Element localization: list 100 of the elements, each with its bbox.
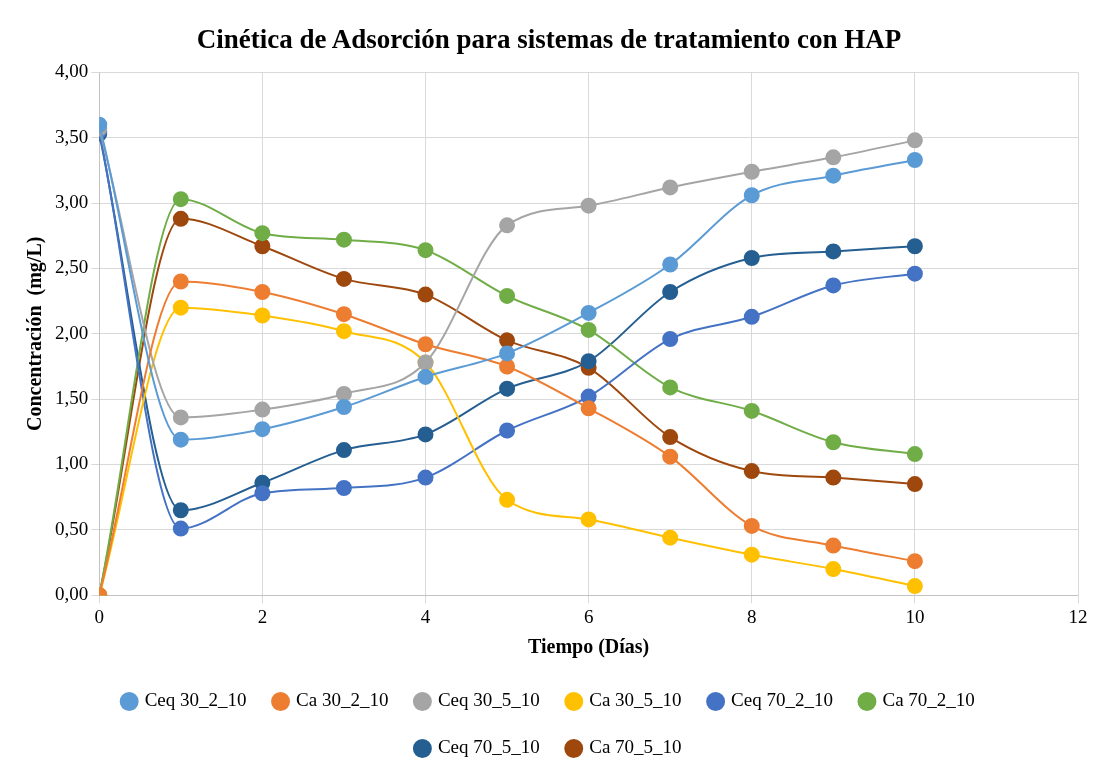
point <box>662 179 679 196</box>
point <box>417 368 434 385</box>
point <box>743 308 760 325</box>
point <box>662 429 679 446</box>
point <box>743 187 760 204</box>
y-axis-title: Concentración (mg/L) <box>23 236 47 432</box>
legend-label: Ceq 70_5_10 <box>437 736 540 758</box>
point <box>499 491 516 508</box>
point <box>499 380 516 397</box>
point <box>254 238 271 255</box>
x-tick-label: 12 <box>1068 605 1088 627</box>
point <box>335 231 352 248</box>
legend-label: Ceq 70_2_10 <box>731 689 833 711</box>
point <box>417 469 434 486</box>
point <box>825 469 842 486</box>
legend-label: Ca 70_5_10 <box>589 736 682 758</box>
point <box>825 167 842 184</box>
point <box>254 283 271 300</box>
point <box>906 553 923 570</box>
point <box>254 307 271 324</box>
point <box>172 210 189 227</box>
point <box>335 398 352 415</box>
point <box>172 191 189 208</box>
point <box>335 442 352 459</box>
point <box>662 331 679 348</box>
point <box>743 463 760 480</box>
y-tick-label: 2,00 <box>55 321 89 343</box>
point <box>580 353 597 370</box>
point <box>580 197 597 214</box>
x-tick-label: 4 <box>420 605 431 627</box>
point <box>499 287 516 304</box>
point <box>743 546 760 563</box>
point <box>172 502 189 519</box>
x-axis-title: Tiempo (Días) <box>527 635 650 659</box>
point <box>825 434 842 451</box>
point <box>417 286 434 303</box>
point <box>825 561 842 578</box>
x-tick-label: 2 <box>257 605 268 627</box>
legend-label: Ceq 30_2_10 <box>144 689 247 711</box>
point <box>825 149 842 166</box>
x-tick-label: 8 <box>747 605 757 627</box>
point <box>254 485 271 502</box>
point <box>172 273 189 290</box>
y-tick-label: 0,50 <box>55 517 89 539</box>
point <box>825 277 842 294</box>
point <box>172 409 189 426</box>
point <box>906 446 923 463</box>
point <box>580 304 597 321</box>
point <box>906 132 923 149</box>
y-tick-label: 1,50 <box>55 387 89 409</box>
point <box>417 336 434 353</box>
y-tick-label: 0,00 <box>55 583 89 605</box>
point <box>335 480 352 497</box>
point <box>335 323 352 340</box>
point <box>662 379 679 396</box>
point <box>662 529 679 546</box>
point <box>580 400 597 417</box>
point <box>580 511 597 528</box>
point <box>499 422 516 439</box>
point <box>906 238 923 255</box>
chart-title: Cinética de Adsorción para sistemas de tratamiento con HAP <box>196 24 902 55</box>
point <box>499 217 516 234</box>
legend-label: Ceq 30_5_10 <box>437 689 540 711</box>
point <box>580 321 597 338</box>
y-tick-label: 2,50 <box>55 256 89 278</box>
point <box>172 299 189 316</box>
y-tick-label: 1,00 <box>55 452 89 474</box>
point <box>743 163 760 180</box>
point <box>499 345 516 362</box>
point <box>825 537 842 554</box>
x-tick-label: 0 <box>94 605 104 627</box>
point <box>662 256 679 273</box>
point <box>254 421 271 438</box>
point <box>743 517 760 534</box>
point <box>499 332 516 349</box>
legend-label: Ca 70_2_10 <box>882 689 975 711</box>
point <box>417 242 434 259</box>
point <box>662 283 679 300</box>
legend-label: Ca 30_2_10 <box>296 689 389 711</box>
point <box>906 265 923 282</box>
point <box>254 225 271 242</box>
point <box>172 431 189 448</box>
point <box>172 520 189 537</box>
point <box>499 358 516 375</box>
point <box>335 270 352 287</box>
point <box>825 243 842 260</box>
y-tick-label: 4,00 <box>55 60 89 82</box>
x-tick-label: 10 <box>905 605 925 627</box>
point <box>906 476 923 493</box>
point <box>254 401 271 418</box>
x-tick-label: 6 <box>583 605 594 627</box>
point <box>335 385 352 402</box>
point <box>743 249 760 266</box>
point <box>743 402 760 419</box>
point <box>662 448 679 465</box>
point <box>335 306 352 323</box>
legend-label: Ca 30_5_10 <box>589 689 682 711</box>
point <box>906 578 923 595</box>
point <box>417 426 434 443</box>
y-tick-label: 3,50 <box>55 125 89 147</box>
